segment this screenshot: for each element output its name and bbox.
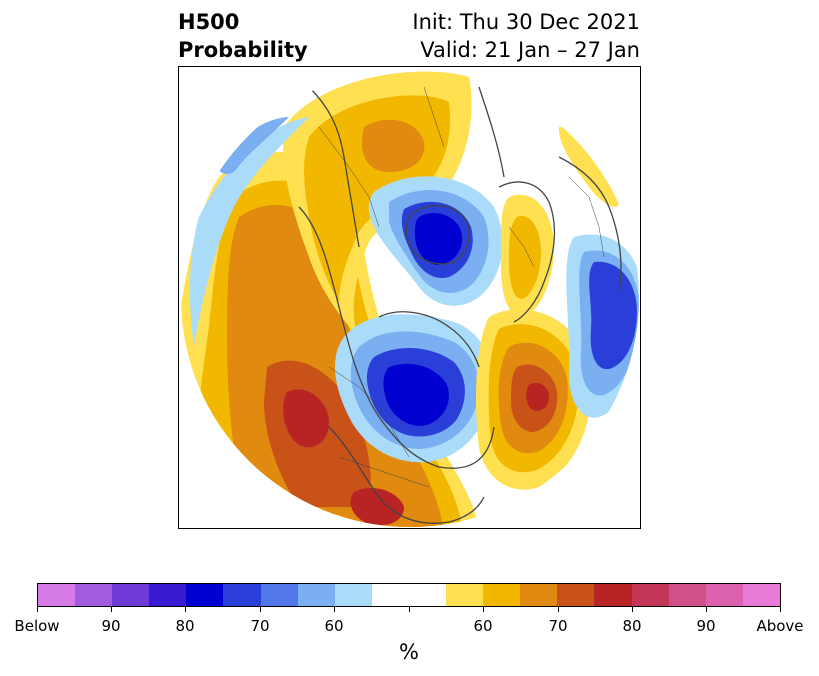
anomaly-west-below xyxy=(189,117,309,347)
colorbar-label-below-60: 60 xyxy=(324,617,344,635)
colorbar-segment xyxy=(223,584,261,606)
colorbar-label-above: Above xyxy=(756,617,804,635)
anomaly-asia-strong xyxy=(589,261,637,370)
anomaly-ne-corner xyxy=(558,127,619,207)
colorbar-segment xyxy=(668,584,706,606)
anomaly-pacific-max xyxy=(283,389,329,448)
colorbar-segment xyxy=(483,584,521,606)
colorbar-label-above-60: 60 xyxy=(473,617,493,635)
colorbar-label-above-90: 90 xyxy=(696,617,716,635)
title-product: Probability xyxy=(178,38,308,62)
coastlines xyxy=(298,86,622,524)
colorbar-label-below: Below xyxy=(14,617,60,635)
probability-map xyxy=(178,66,641,529)
colorbar-segment xyxy=(557,584,595,606)
colorbar-segment xyxy=(75,584,113,606)
colorbar-tick xyxy=(185,607,186,612)
colorbar-label-above-80: 80 xyxy=(622,617,642,635)
anomaly-atlantic-max xyxy=(526,382,549,411)
colorbar-tick xyxy=(111,607,112,612)
colorbar-unit: % xyxy=(399,640,419,664)
colorbar-segment xyxy=(446,584,484,606)
map-canvas xyxy=(181,69,639,527)
colorbar-tick xyxy=(780,607,781,612)
init-date: Init: Thu 30 Dec 2021 xyxy=(412,10,640,34)
anomaly-canada-max xyxy=(383,363,449,426)
colorbar-tick xyxy=(334,607,335,612)
anomaly-west-below-mid xyxy=(217,117,289,174)
anomaly-sw-max xyxy=(350,487,404,526)
map-title: H500 Probability xyxy=(178,8,308,64)
colorbar-segment xyxy=(408,584,447,606)
colorbar-tick xyxy=(632,607,633,612)
anomaly-arctic-max xyxy=(415,213,463,265)
colorbar xyxy=(37,583,781,607)
anomaly-scandinavia-mid xyxy=(509,216,541,299)
colorbar-segment xyxy=(371,584,409,606)
colorbar-tick xyxy=(409,607,410,612)
title-variable: H500 xyxy=(178,10,240,34)
colorbar-tick xyxy=(260,607,261,612)
colorbar-tick xyxy=(483,607,484,612)
colorbar-label-below-90: 90 xyxy=(101,617,121,635)
colorbar-tick xyxy=(558,607,559,612)
colorbar-segment xyxy=(742,584,780,606)
forecast-dates: Init: Thu 30 Dec 2021 Valid: 21 Jan – 27… xyxy=(412,8,640,64)
colorbar-segment xyxy=(520,584,558,606)
borders xyxy=(318,86,605,488)
colorbar-tick xyxy=(37,607,38,612)
colorbar-segment xyxy=(594,584,632,606)
colorbar-segment xyxy=(149,584,187,606)
colorbar-segment xyxy=(112,584,150,606)
colorbar-segment xyxy=(705,584,743,606)
colorbar-segment xyxy=(38,584,76,606)
colorbar-label-above-70: 70 xyxy=(548,617,568,635)
colorbar-segment xyxy=(297,584,335,606)
colorbar-segment xyxy=(334,584,372,606)
colorbar-segment xyxy=(186,584,224,606)
valid-range: Valid: 21 Jan – 27 Jan xyxy=(420,38,640,62)
colorbar-label-below-80: 80 xyxy=(175,617,195,635)
anomaly-siberia-strong xyxy=(361,119,425,172)
colorbar-segment xyxy=(260,584,298,606)
colorbar-tick xyxy=(706,607,707,612)
colorbar-segment xyxy=(631,584,669,606)
colorbar-label-below-70: 70 xyxy=(250,617,270,635)
